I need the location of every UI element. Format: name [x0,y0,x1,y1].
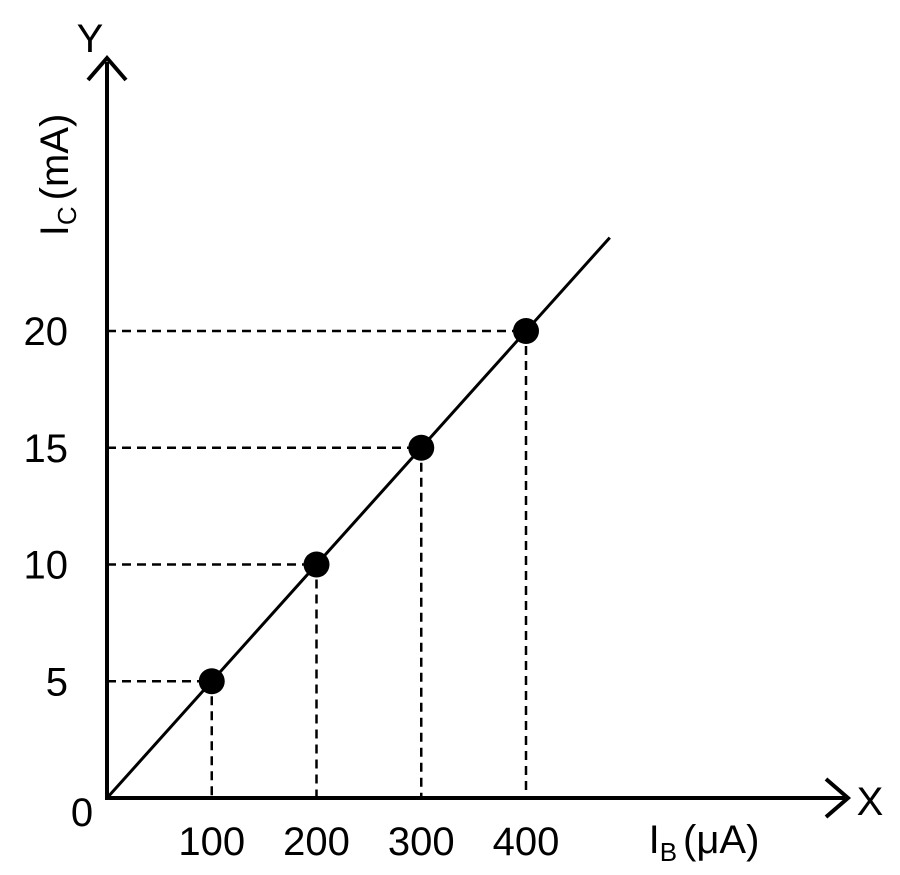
data-point-1 [303,551,330,578]
y-axis-letter: Y [77,17,104,61]
x-tick-label-2: 300 [388,820,455,864]
y-axis-title-sub: C [52,206,82,225]
y-tick-labels: 5 10 15 20 [24,310,69,704]
y-tick-label-3: 20 [24,310,69,354]
x-tick-label-1: 200 [283,820,350,864]
data-points [198,318,539,695]
y-axis-title-unit: (mA) [33,114,77,201]
x-axis-letter: X [857,780,884,824]
dashed-guides [107,329,528,798]
x-axis-title-main: I [649,818,660,862]
x-tick-label-0: 100 [178,820,245,864]
data-point-3 [513,318,539,344]
data-point-2 [408,434,435,461]
x-axis-title: IB (μA) [649,818,760,867]
x-tick-labels: 100 200 300 400 [178,820,559,864]
y-tick-label-0: 5 [46,660,68,704]
x-axis-arrowhead [824,777,852,819]
origin-label: 0 [71,791,93,835]
x-tick-label-3: 400 [493,820,560,864]
y-tick-label-2: 15 [24,427,69,471]
y-axis-arrowhead [86,54,128,82]
y-axis-title: IC (mA) [33,114,82,237]
data-point-0 [198,668,225,695]
x-axis-title-unit: (μA) [683,818,759,862]
x-axis-title-sub: B [660,837,677,867]
y-tick-label-1: 10 [24,544,69,588]
y-axis-title-main: I [33,225,77,236]
